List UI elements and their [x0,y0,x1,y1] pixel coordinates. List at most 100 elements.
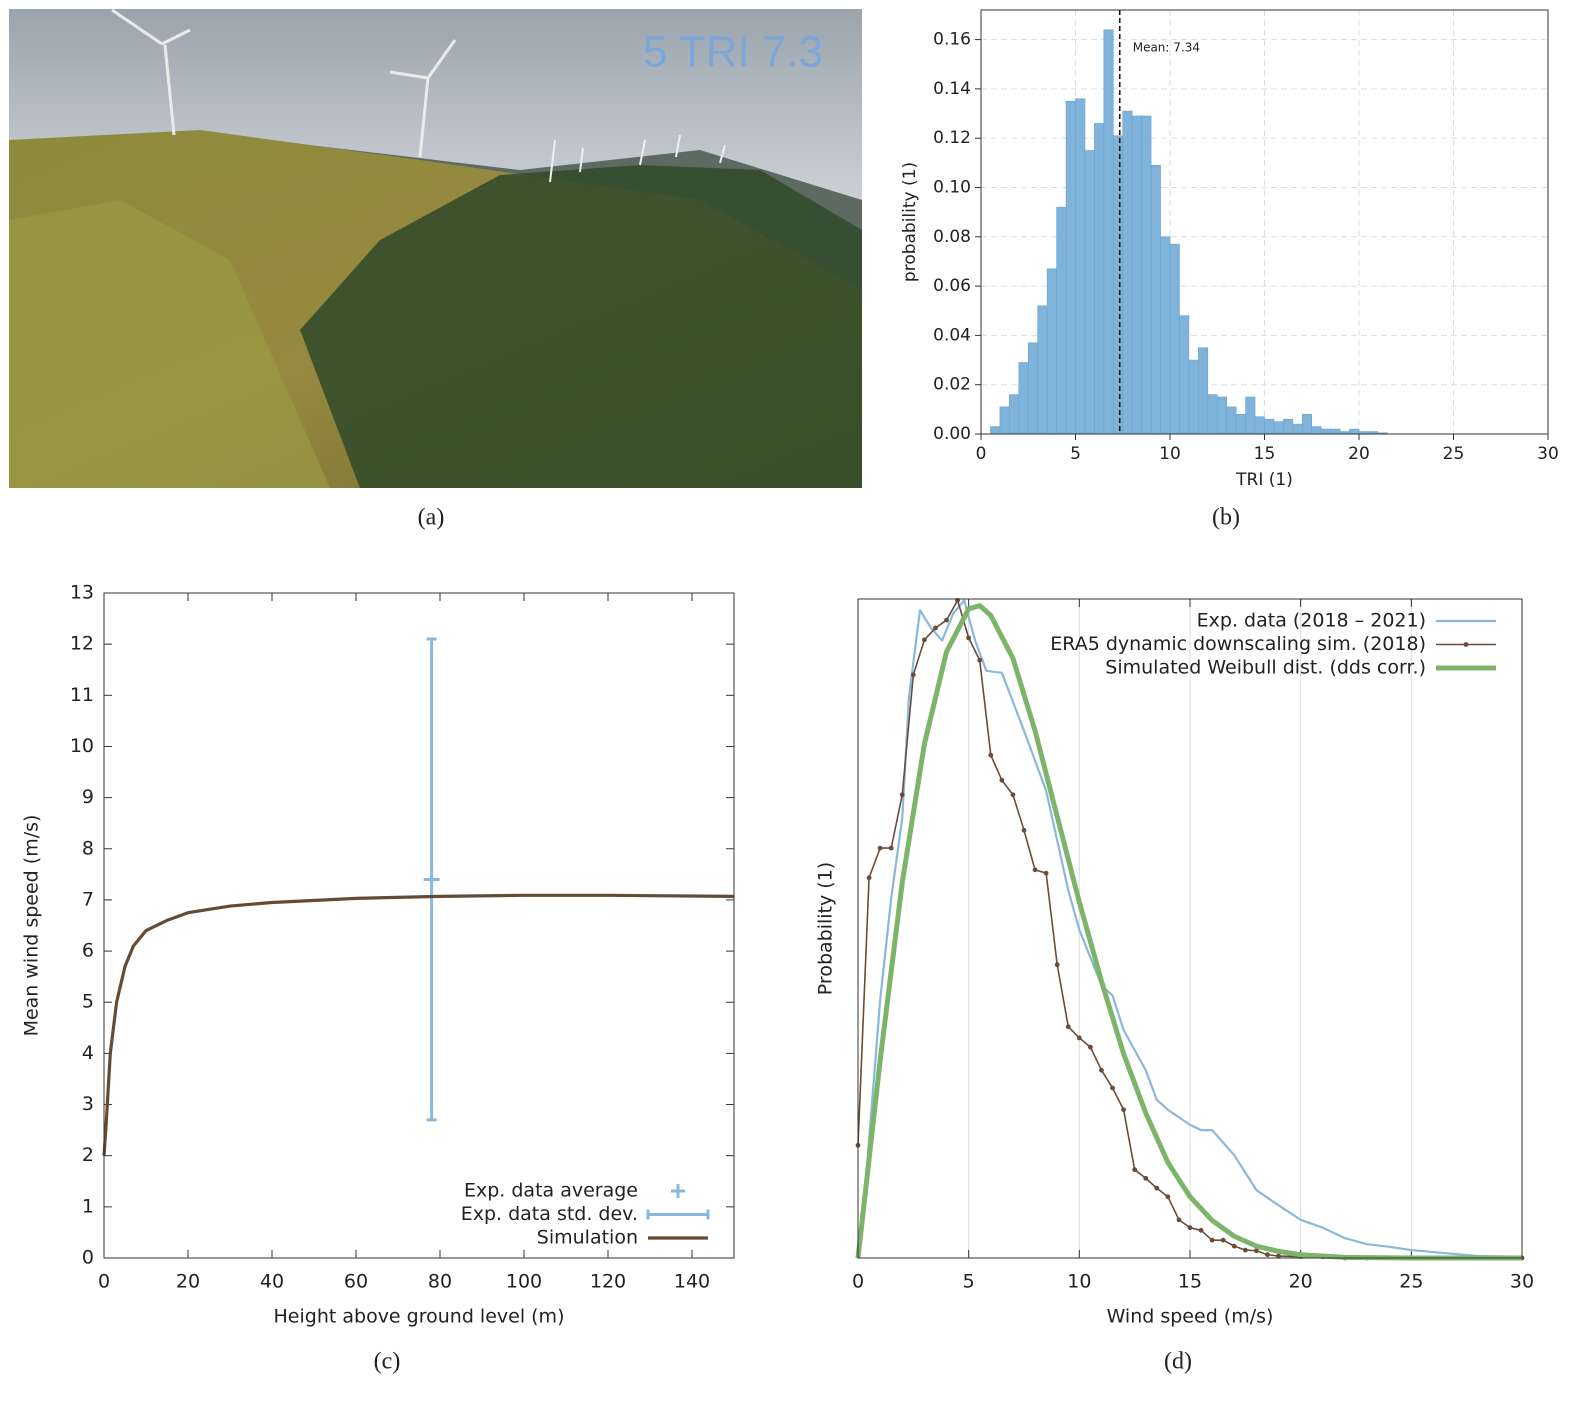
legend-swatch [671,1184,685,1198]
marker [1198,1227,1204,1233]
caption: (b) [1212,505,1240,531]
bar [1075,98,1086,435]
x-tick-label: 20 [176,1271,200,1293]
series-line [855,603,1522,1261]
marker [1110,1085,1115,1091]
chart: 0 20 40 60 80 100 120 140012345678910111213Heig… [21,582,735,1328]
y-tick-label: 0.02 [933,375,971,395]
marker [1132,1167,1138,1173]
y-tick-label: 9 [82,786,94,808]
bar [1235,413,1246,435]
bar [1169,243,1180,435]
y-tick-label: 0.08 [933,227,971,247]
marker [1121,1107,1126,1113]
marker [1276,1253,1281,1259]
marker [1165,1194,1171,1200]
legend-swatch [646,1209,710,1220]
y-tick-label: 5 [82,991,94,1013]
marker [866,875,872,881]
marker [1176,1217,1182,1223]
y-tick-label: 0.04 [933,325,971,345]
caption: (a) [418,505,445,531]
bar [1179,315,1190,435]
series-line [856,599,1523,1259]
marker [1242,1247,1248,1253]
photo: 5 TRI 7.3 [9,9,862,488]
y-tick-label: 0 [82,1247,94,1269]
x-tick-label: 10 [1067,1271,1091,1293]
y-tick-label: 0.12 [933,128,971,148]
bar [1131,115,1142,435]
marker [933,625,938,631]
marker [966,635,972,641]
x-tick-label: 15 [1178,1271,1202,1293]
x-tick-label: 20 [1289,1271,1313,1293]
marker [1076,1035,1082,1041]
legend-label: Simulated Weibull dist. (dds corr.) [1105,657,1426,679]
marker [977,657,983,663]
legend-label: Simulation [537,1227,638,1249]
marker [888,845,894,851]
x-axis-label: TRI (1) [1235,470,1293,490]
y-tick-label: 1 [82,1195,94,1217]
x-tick-label: 10 [1159,444,1181,464]
marker [1143,1175,1149,1181]
y-tick-label: 3 [82,1093,94,1115]
bar [1141,115,1152,435]
plot-frame [980,9,1549,435]
bar [1292,423,1303,435]
x-tick-label: 20 [1348,444,1370,464]
legend-swatch [1463,642,1469,647]
marker [1010,792,1016,798]
y-tick-label: 11 [70,684,94,706]
plot-frame [857,598,1523,1259]
bar [1226,406,1237,435]
bar [999,406,1010,435]
annotation: Mean: 7.34 [1133,41,1200,55]
marker [1099,1067,1104,1073]
x-tick-label: 15 [1254,444,1276,464]
y-tick-label: 0.14 [933,79,971,99]
y-tick-label: 6 [82,940,94,962]
x-tick-label: 140 [674,1271,710,1293]
bar [1320,428,1331,435]
bar [1046,268,1057,435]
x-tick-label: 0 [98,1271,110,1293]
y-tick-label: 12 [70,633,94,655]
bar [1056,206,1067,435]
bar [1188,359,1199,435]
chart: 0 5 10 15 20 25 30 0.00 0.02 0.04 0.06 0.08 0.10 0.12… [900,9,1559,490]
marker [877,845,883,851]
bar [1018,362,1029,435]
bar [1216,396,1227,435]
y-tick-label: 0.00 [933,424,971,444]
bar [1009,394,1020,435]
caption: (d) [1164,1349,1192,1375]
bar [1198,347,1209,435]
marker [1021,827,1027,833]
bar [1113,135,1124,435]
y-tick-label: 8 [82,837,94,859]
marker [1220,1237,1226,1243]
marker [1265,1252,1270,1258]
bar [1065,100,1076,435]
chart: 0 5 10 15 20 25 30 Wind speed (m/s) Probability … [815,597,1534,1328]
marker [1254,1248,1259,1254]
marker [944,617,949,623]
bar [1207,394,1218,435]
y-tick-label: 0.06 [933,276,971,296]
marker [1043,870,1049,876]
y-tick-label: 0.16 [933,30,971,50]
bar [1122,110,1133,435]
x-tick-label: 0 [976,444,987,464]
y-axis-label: Mean wind speed (m/s) [21,815,43,1037]
bar [1330,428,1341,435]
x-tick-label: 25 [1399,1271,1423,1293]
legend-label: ERA5 dynamic downscaling sim. (2018) [1050,633,1426,655]
y-tick-label: 10 [70,735,94,757]
bar [1160,236,1171,435]
x-tick-label: 100 [506,1271,542,1293]
bar [1254,416,1265,435]
bar [1302,413,1313,435]
